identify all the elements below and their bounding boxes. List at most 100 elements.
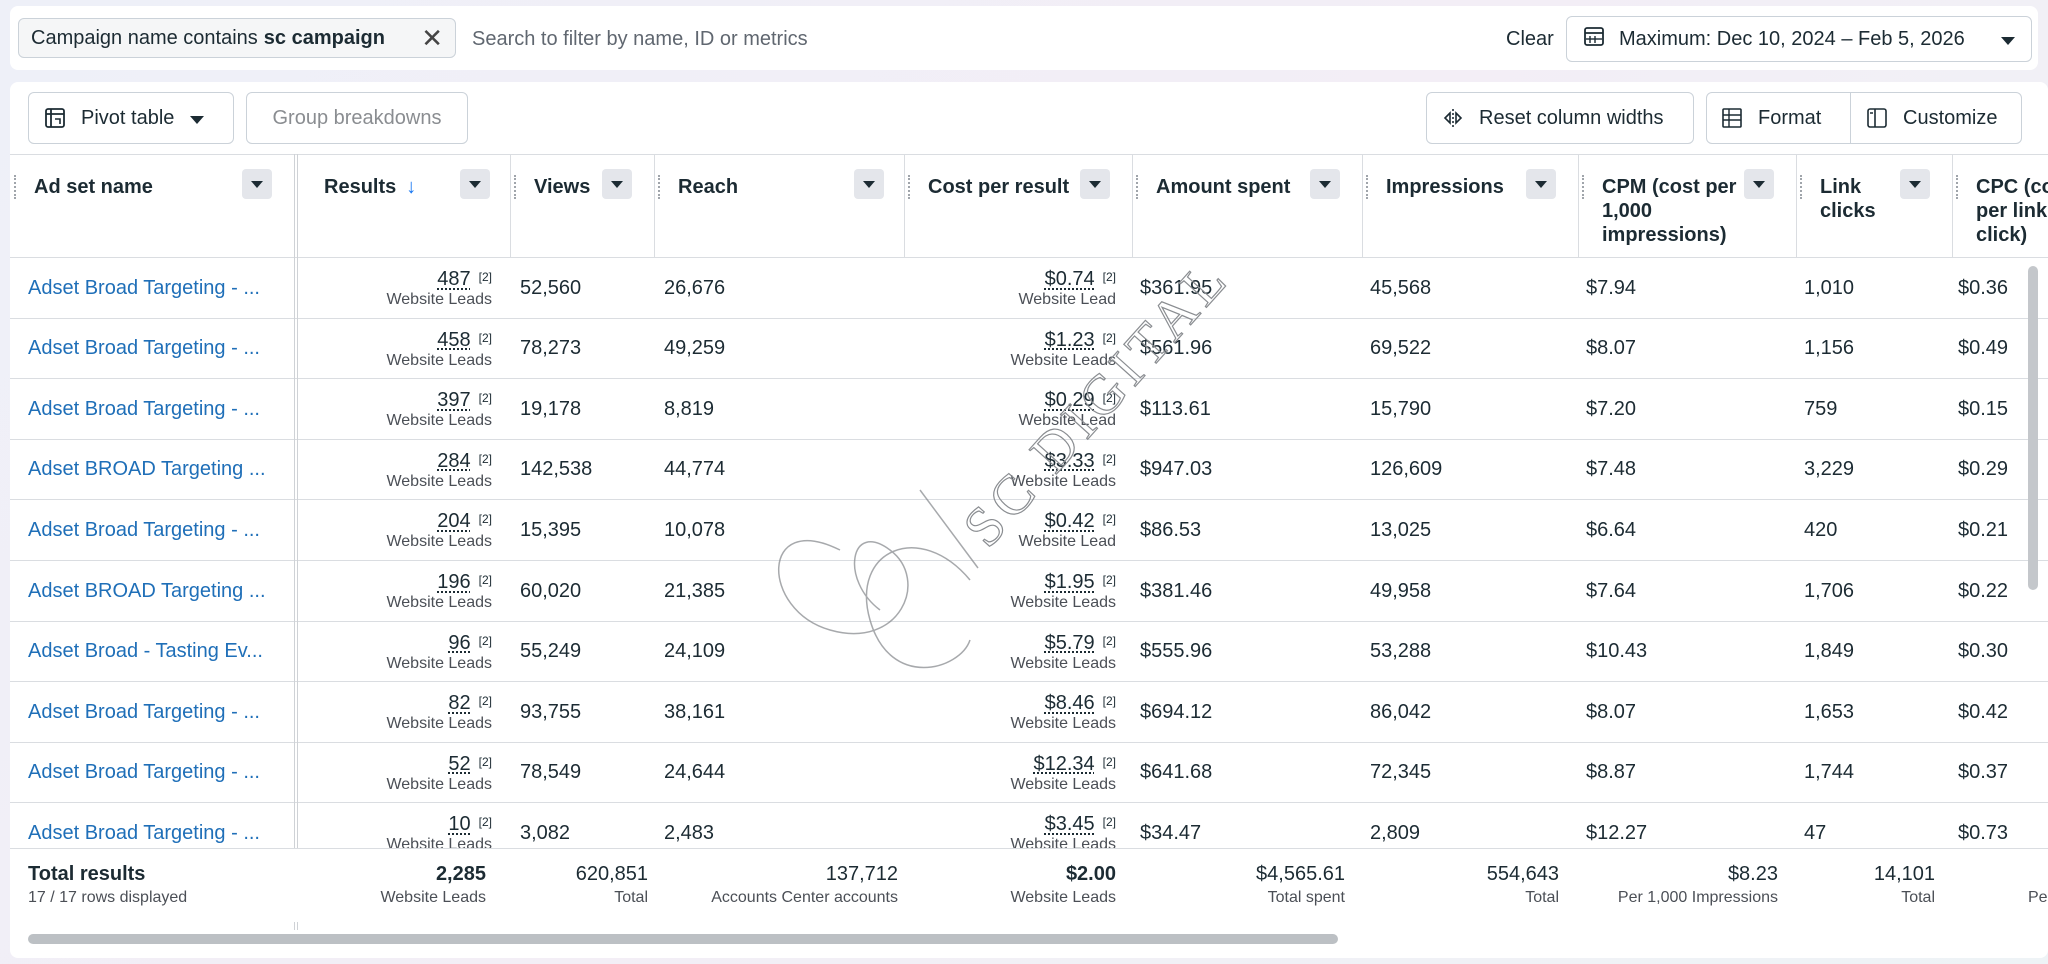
results-cell: 284 [2] Website Leads bbox=[300, 440, 492, 500]
ad-set-name-link[interactable]: Adset BROAD Targeting ... bbox=[28, 458, 266, 481]
vertical-scrollbar[interactable] bbox=[2028, 266, 2038, 590]
results-value[interactable]: 487 [2] bbox=[437, 268, 492, 290]
column-header-link-clicks[interactable]: Link clicks bbox=[1796, 155, 1952, 259]
date-range-picker[interactable]: Maximum: Dec 10, 2024 – Feb 5, 2026 bbox=[1566, 16, 2032, 62]
report-panel: Pivot table Group breakdowns Reset colum… bbox=[10, 82, 2048, 958]
cost-per-result-value[interactable]: $12.34 [2] bbox=[1033, 752, 1116, 775]
reset-column-widths-button[interactable]: Reset column widths bbox=[1426, 92, 1694, 144]
ad-set-name-link[interactable]: Adset Broad Targeting - ... bbox=[28, 700, 260, 723]
column-grip[interactable] bbox=[514, 175, 518, 199]
results-value[interactable]: 96 [2] bbox=[448, 631, 492, 654]
table-row[interactable]: Adset Broad Targeting - ... 204 [2] Website… bbox=[10, 500, 2048, 561]
clear-button[interactable]: Clear bbox=[1506, 28, 1554, 50]
column-header-cpc[interactable]: CPC (co per link click) bbox=[1952, 155, 2048, 259]
column-menu-button[interactable] bbox=[460, 169, 490, 199]
column-divider bbox=[1132, 154, 1133, 258]
totals-label-cell: Total results 17 / 17 rows displayed bbox=[28, 861, 187, 909]
filter-chip[interactable]: Campaign name contains sc campaign ✕ bbox=[18, 18, 456, 58]
column-menu-button[interactable] bbox=[854, 169, 884, 199]
horizontal-scrollbar[interactable] bbox=[28, 934, 1338, 944]
column-divider bbox=[904, 154, 905, 258]
results-value[interactable]: 196 [2] bbox=[437, 571, 492, 593]
ad-set-name-link[interactable]: Adset Broad Targeting - ... bbox=[28, 518, 260, 541]
table-row[interactable]: Adset BROAD Targeting ... 196 [2] Website L… bbox=[10, 561, 2048, 622]
column-grip[interactable] bbox=[1800, 175, 1804, 199]
column-grip[interactable] bbox=[1582, 175, 1586, 199]
column-grip[interactable] bbox=[658, 175, 662, 199]
table-row[interactable]: Adset Broad Targeting - ... 52 [2] Website … bbox=[10, 743, 2048, 804]
ad-set-name-link[interactable]: Adset Broad Targeting - ... bbox=[28, 821, 260, 844]
column-header-ad-set-name[interactable]: Ad set name bbox=[10, 155, 294, 259]
cost-per-result-value[interactable]: $3.45 [2] bbox=[1044, 813, 1116, 836]
cpc-cell: $0.30 bbox=[1958, 640, 2009, 663]
column-header-reach[interactable]: Reach bbox=[654, 155, 904, 259]
total-cost-per-result: $2.00 Website Leads bbox=[1010, 861, 1116, 909]
cpc-cell: $0.21 bbox=[1958, 518, 2009, 541]
table-row[interactable]: Adset Broad Targeting - ... 458 [2] Website… bbox=[10, 319, 2048, 380]
cost-per-result-cell: $12.34 [2] Website Leads bbox=[904, 743, 1116, 803]
column-menu-button[interactable] bbox=[242, 169, 272, 199]
impressions-cell: 45,568 bbox=[1370, 276, 1432, 299]
results-cell: 458 [2] Website Leads bbox=[300, 319, 492, 379]
ad-set-name-link[interactable]: Adset Broad - Tasting Ev... bbox=[28, 640, 263, 663]
reach-cell: 8,819 bbox=[664, 397, 715, 420]
column-menu-button[interactable] bbox=[1526, 169, 1556, 199]
table-row[interactable]: Adset Broad - Tasting Ev... 96 [2] Website … bbox=[10, 622, 2048, 683]
cost-per-result-sub: Website Lead bbox=[1018, 412, 1116, 430]
column-grip[interactable] bbox=[1136, 175, 1140, 199]
column-header-amount-spent[interactable]: Amount spent bbox=[1132, 155, 1362, 259]
column-header-results[interactable]: Results ↓ bbox=[300, 155, 510, 259]
column-header-views[interactable]: Views bbox=[510, 155, 654, 259]
ad-set-name-link[interactable]: Adset Broad Targeting - ... bbox=[28, 761, 260, 784]
total-reach: 137,712 Accounts Center accounts bbox=[711, 861, 898, 909]
ad-set-name-link[interactable]: Adset Broad Targeting - ... bbox=[28, 276, 260, 299]
table-row[interactable]: Adset Broad Targeting - ... 397 [2] Website… bbox=[10, 379, 2048, 440]
column-menu-button[interactable] bbox=[1900, 169, 1930, 199]
results-value[interactable]: 397 [2] bbox=[437, 389, 492, 412]
column-grip[interactable] bbox=[1366, 175, 1370, 199]
column-grip[interactable] bbox=[908, 175, 912, 199]
column-menu-button[interactable] bbox=[1744, 169, 1774, 199]
format-button[interactable]: Format bbox=[1706, 92, 1850, 144]
ad-set-name-link[interactable]: Adset Broad Targeting - ... bbox=[28, 397, 260, 420]
column-grip[interactable] bbox=[14, 175, 18, 199]
ad-set-name-link[interactable]: Adset Broad Targeting - ... bbox=[28, 337, 260, 360]
pivot-table-button[interactable]: Pivot table bbox=[28, 92, 234, 144]
amount-spent-cell: $361.95 bbox=[1140, 276, 1213, 299]
column-header-cpm[interactable]: CPM (cost per 1,000 impressions) bbox=[1578, 155, 1796, 259]
cost-per-result-value[interactable]: $1.95 [2] bbox=[1044, 571, 1116, 593]
ad-set-name-link[interactable]: Adset BROAD Targeting ... bbox=[28, 579, 266, 602]
column-header-impressions[interactable]: Impressions bbox=[1362, 155, 1578, 259]
results-value[interactable]: 458 [2] bbox=[437, 328, 492, 351]
cost-per-result-cell: $0.42 [2] Website Lead bbox=[904, 500, 1116, 560]
results-value[interactable]: 204 [2] bbox=[437, 510, 492, 533]
cost-per-result-sub: Website Leads bbox=[1010, 472, 1116, 490]
cost-per-result-value[interactable]: $0.42 [2] bbox=[1044, 510, 1116, 533]
search-input[interactable] bbox=[472, 20, 1372, 58]
amount-spent-cell: $34.47 bbox=[1140, 821, 1202, 844]
table-row[interactable]: Adset Broad Targeting - ... 82 [2] Website … bbox=[10, 682, 2048, 743]
column-grip[interactable] bbox=[1956, 175, 1960, 199]
customize-button[interactable]: Customize bbox=[1851, 92, 2021, 144]
cost-per-result-value[interactable]: $3.33 [2] bbox=[1044, 449, 1116, 472]
cost-per-result-value[interactable]: $8.46 [2] bbox=[1044, 692, 1116, 715]
views-cell: 55,249 bbox=[520, 640, 582, 663]
cost-per-result-value[interactable]: $0.74 [2] bbox=[1044, 268, 1116, 290]
column-menu-button[interactable] bbox=[602, 169, 632, 199]
column-menu-button[interactable] bbox=[1310, 169, 1340, 199]
close-icon[interactable]: ✕ bbox=[421, 23, 443, 53]
table-row[interactable]: Adset Broad Targeting - ... 487 [2] Website… bbox=[10, 258, 2048, 319]
column-header-cost-per-result[interactable]: Cost per result bbox=[904, 155, 1132, 259]
ad-set-name-cell: Adset Broad Targeting - ... bbox=[28, 319, 290, 379]
group-breakdowns-button[interactable]: Group breakdowns bbox=[246, 92, 468, 144]
results-value[interactable]: 284 [2] bbox=[437, 449, 492, 472]
cost-per-result-value[interactable]: $5.79 [2] bbox=[1044, 631, 1116, 654]
cost-per-result-value[interactable]: $0.29 [2] bbox=[1044, 389, 1116, 412]
results-value[interactable]: 52 [2] bbox=[448, 752, 492, 775]
results-value[interactable]: 82 [2] bbox=[448, 692, 492, 715]
table-row[interactable]: Adset BROAD Targeting ... 284 [2] Website L… bbox=[10, 440, 2048, 501]
amount-spent-cell: $561.96 bbox=[1140, 337, 1213, 360]
results-value[interactable]: 10 [2] bbox=[448, 813, 492, 836]
column-menu-button[interactable] bbox=[1080, 169, 1110, 199]
cost-per-result-value[interactable]: $1.23 [2] bbox=[1044, 328, 1116, 351]
